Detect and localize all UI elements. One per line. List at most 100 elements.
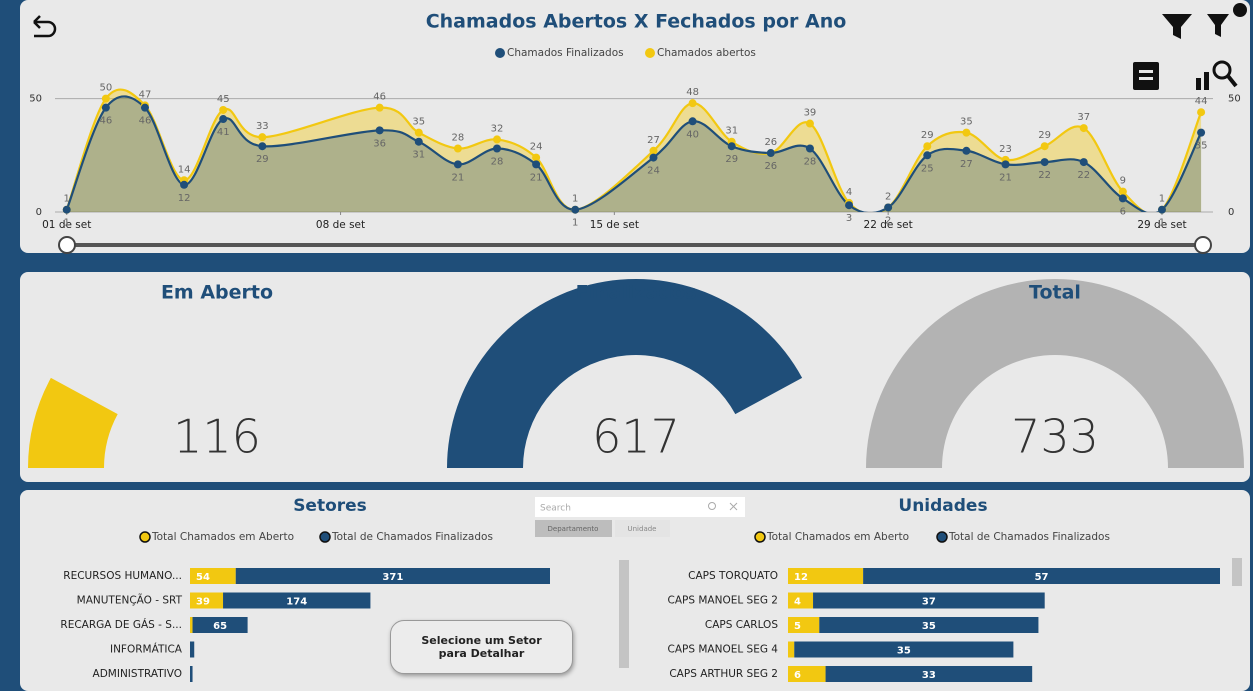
data-point	[375, 103, 384, 112]
category-label: RECARGA DE GÁS - S...	[60, 618, 182, 631]
data-label: 29	[725, 154, 738, 165]
data-point	[493, 135, 502, 144]
analytics-icon[interactable]	[1196, 60, 1238, 90]
date-slider-handle[interactable]	[58, 236, 76, 254]
data-label: 31	[412, 150, 425, 161]
data-point	[219, 105, 228, 114]
gauge-title: Em Aberto	[161, 282, 273, 304]
icon-bar	[1204, 72, 1209, 90]
data-point	[766, 149, 775, 158]
data-label: 28	[452, 133, 465, 144]
data-label: 46	[373, 92, 386, 103]
gauge-arc	[866, 279, 1244, 468]
data-label: 2	[885, 215, 891, 226]
filter-badge	[1233, 3, 1247, 17]
data-label: 40	[686, 129, 699, 140]
bar-segment	[190, 568, 236, 584]
data-label: 47	[139, 89, 152, 100]
data-label: 9	[1120, 176, 1126, 187]
category-label: MANUTENÇÃO - SRT	[77, 594, 183, 607]
category-label: INFORMÁTICA	[110, 643, 183, 656]
data-label: 23	[999, 144, 1012, 155]
date-slider-handle[interactable]	[1194, 236, 1212, 254]
data-label: 54	[196, 572, 210, 583]
filter-icon[interactable]	[1162, 14, 1192, 39]
data-label: 24	[530, 142, 543, 153]
data-point	[62, 205, 71, 214]
data-label: 5	[794, 621, 801, 632]
tab-active[interactable]	[535, 520, 612, 537]
data-label: 65	[213, 621, 227, 632]
gauge-title: Finalizados	[576, 282, 697, 304]
bar-segment	[192, 617, 248, 633]
scrollbar[interactable]	[1232, 558, 1242, 586]
data-point	[375, 126, 384, 135]
gauge-value: 617	[592, 410, 680, 464]
legend-marker	[495, 48, 505, 58]
gauge-arc	[447, 279, 803, 468]
data-label: 2	[885, 191, 891, 202]
bar-segment	[788, 592, 814, 609]
data-label: 33	[922, 670, 936, 681]
tab-label: Unidade	[628, 525, 657, 533]
x-tick-label: 29 de set	[1137, 219, 1186, 231]
y2-tick-label: 50	[1228, 94, 1241, 105]
data-point	[962, 128, 971, 137]
data-label: 26	[764, 137, 777, 148]
data-label: 39	[196, 597, 210, 608]
data-label: 35	[897, 646, 911, 657]
data-label: 44	[1195, 96, 1208, 107]
data-label: 1	[1159, 194, 1165, 205]
data-label: 37	[1077, 112, 1090, 123]
data-label: 32	[491, 123, 504, 134]
data-label: 22	[1038, 170, 1051, 181]
data-point	[101, 94, 110, 103]
back-icon[interactable]	[33, 15, 57, 38]
data-label: 29	[921, 130, 934, 141]
data-point	[1040, 158, 1049, 167]
data-point	[688, 99, 697, 108]
data-point	[532, 160, 541, 169]
filter-clear-icon[interactable]	[1207, 14, 1229, 37]
data-label: 21	[452, 172, 465, 183]
data-label: 22	[1077, 170, 1090, 181]
data-label: 371	[382, 572, 403, 583]
data-label: 1	[572, 218, 578, 229]
chart-title: Chamados Abertos X Fechados por Ano	[426, 11, 847, 33]
gauge-arc	[28, 377, 118, 468]
chart-title: Unidades	[898, 496, 987, 516]
icon-lens	[1212, 60, 1232, 80]
data-point	[571, 205, 580, 214]
data-label: 28	[804, 157, 817, 168]
gauge-title: Total	[1029, 282, 1081, 304]
save-icon[interactable]	[1133, 62, 1159, 90]
category-label: CAPS TORQUATO	[688, 570, 778, 582]
data-label: 41	[217, 127, 230, 138]
data-label: 12	[178, 193, 191, 204]
bar-segment	[819, 617, 1039, 633]
bar-segment	[190, 617, 193, 633]
detail-button[interactable]: Selecione um Setor para Detalhar	[390, 620, 573, 674]
clear-icon[interactable]	[729, 502, 738, 511]
icon-bar	[1196, 78, 1201, 90]
data-point	[1197, 128, 1206, 137]
data-point	[1079, 124, 1088, 133]
data-point	[923, 142, 932, 151]
bar-segment	[813, 592, 1045, 609]
legend-marker	[936, 531, 948, 543]
data-point	[258, 133, 267, 142]
scrollbar[interactable]	[619, 560, 629, 668]
legend-marker	[139, 531, 151, 543]
search-icon[interactable]	[708, 502, 716, 510]
data-point	[649, 153, 658, 162]
data-point	[532, 153, 541, 162]
tab[interactable]	[615, 520, 670, 537]
data-point	[1118, 194, 1127, 203]
legend-label: Total de Chamados Finalizados	[948, 531, 1110, 543]
search-box[interactable]	[535, 497, 745, 517]
data-label: 31	[725, 126, 738, 137]
data-point	[884, 203, 893, 212]
save-icon-line	[1139, 77, 1153, 80]
data-label: 35	[960, 117, 973, 128]
category-label: RECURSOS HUMANO...	[63, 570, 182, 582]
